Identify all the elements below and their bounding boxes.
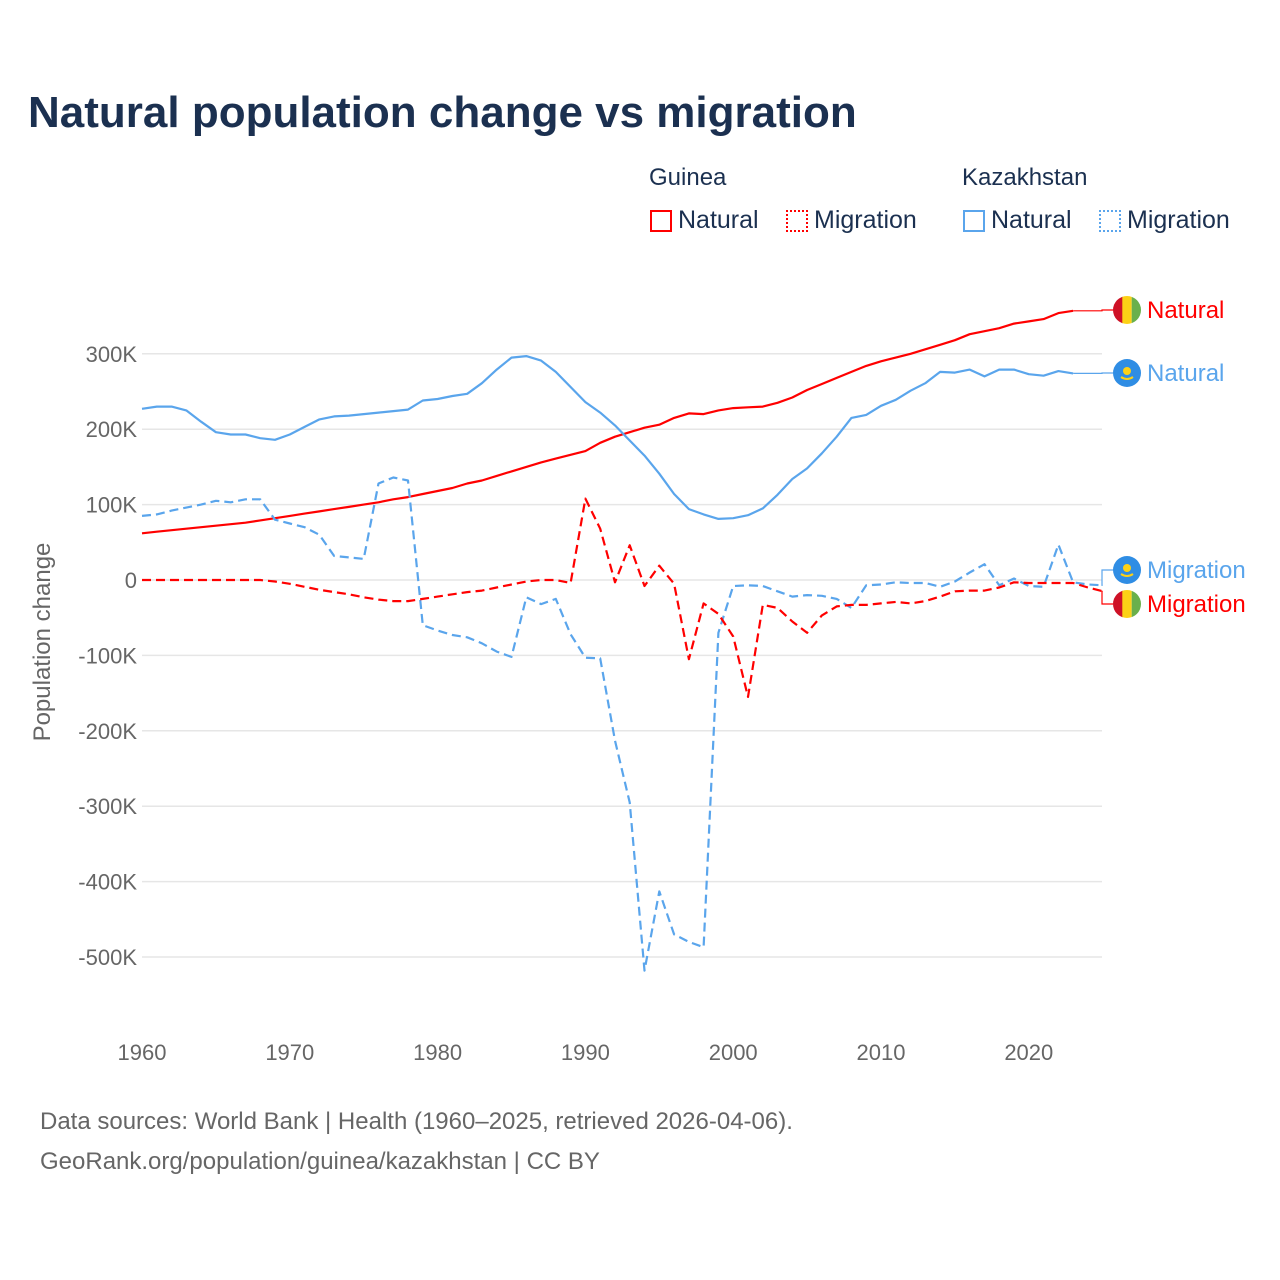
legend-group-kazakhstan: Kazakhstan xyxy=(962,164,1088,191)
y-tick-label: -100K xyxy=(78,643,137,668)
guinea-flag-icon xyxy=(1113,296,1141,324)
guinea-flag-icon xyxy=(1113,590,1141,618)
x-tick-label: 1970 xyxy=(265,1040,314,1065)
legend-guinea-natural[interactable]: Natural xyxy=(650,206,759,235)
series-line-guinea-migration xyxy=(142,497,1103,698)
legend-swatch-solid xyxy=(963,209,985,232)
y-tick-label: 200K xyxy=(86,417,138,442)
end-label-kazakhstan-migration: Migration xyxy=(1147,557,1246,584)
end-label-connector xyxy=(1101,569,1113,586)
x-tick-label: 2000 xyxy=(709,1040,758,1065)
footer-attribution: GeoRank.org/population/guinea/kazakhstan… xyxy=(40,1148,600,1175)
end-label-guinea-migration: Migration xyxy=(1147,591,1246,618)
y-tick-label: 0 xyxy=(125,568,137,593)
legend-label: Natural xyxy=(678,206,759,234)
end-label-kazakhstan-natural: Natural xyxy=(1147,360,1224,387)
y-axis-label: Population change xyxy=(29,543,56,742)
series-line-kazakhstan-migration xyxy=(141,476,1103,972)
legend-swatch-dotted xyxy=(786,209,808,232)
legend-swatch-solid xyxy=(650,209,672,232)
end-label-connector xyxy=(1101,590,1113,605)
x-tick-label: 2010 xyxy=(857,1040,906,1065)
series-line-guinea-natural xyxy=(141,309,1074,535)
x-tick-label: 1960 xyxy=(118,1040,167,1065)
legend-swatch-dotted xyxy=(1099,209,1121,232)
x-tick-label: 2020 xyxy=(1004,1040,1053,1065)
y-tick-label: -500K xyxy=(78,945,137,970)
y-tick-label: -200K xyxy=(78,719,137,744)
series-line-kazakhstan-natural xyxy=(141,355,1074,520)
chart-title: Natural population change vs migration xyxy=(28,88,857,137)
legend-kazakhstan-natural[interactable]: Natural xyxy=(963,206,1072,235)
legend-group-guinea: Guinea xyxy=(649,164,727,191)
x-tick-label: 1980 xyxy=(413,1040,462,1065)
legend-kazakhstan-migration[interactable]: Migration xyxy=(1099,206,1230,235)
footer-sources: Data sources: World Bank | Health (1960–… xyxy=(40,1108,793,1135)
legend-label: Migration xyxy=(814,206,917,234)
y-tick-label: 300K xyxy=(86,342,138,367)
x-tick-label: 1990 xyxy=(561,1040,610,1065)
y-tick-label: -400K xyxy=(78,870,137,895)
end-label-guinea-natural: Natural xyxy=(1147,297,1224,324)
kazakhstan-flag-icon xyxy=(1113,556,1141,584)
y-tick-label: 100K xyxy=(86,493,138,518)
legend-label: Natural xyxy=(991,206,1072,234)
y-tick-label: -300K xyxy=(78,794,137,819)
end-label-connector xyxy=(1073,309,1113,312)
legend-guinea-migration[interactable]: Migration xyxy=(786,206,917,235)
kazakhstan-flag-icon xyxy=(1113,359,1141,387)
legend-label: Migration xyxy=(1127,206,1230,234)
